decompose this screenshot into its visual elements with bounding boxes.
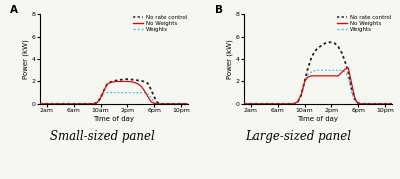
Text: B: B bbox=[214, 5, 222, 15]
Text: Large-sized panel: Large-sized panel bbox=[245, 130, 351, 142]
Y-axis label: Power (kW): Power (kW) bbox=[22, 39, 29, 79]
Text: Small-sized panel: Small-sized panel bbox=[50, 130, 154, 142]
X-axis label: Time of day: Time of day bbox=[298, 116, 338, 122]
Legend: No rate control, No Weights, Weights: No rate control, No Weights, Weights bbox=[338, 15, 391, 32]
Y-axis label: Power (kW): Power (kW) bbox=[227, 39, 233, 79]
X-axis label: Time of day: Time of day bbox=[94, 116, 134, 122]
Text: A: A bbox=[10, 5, 18, 15]
Legend: No rate control, No Weights, Weights: No rate control, No Weights, Weights bbox=[133, 15, 187, 32]
